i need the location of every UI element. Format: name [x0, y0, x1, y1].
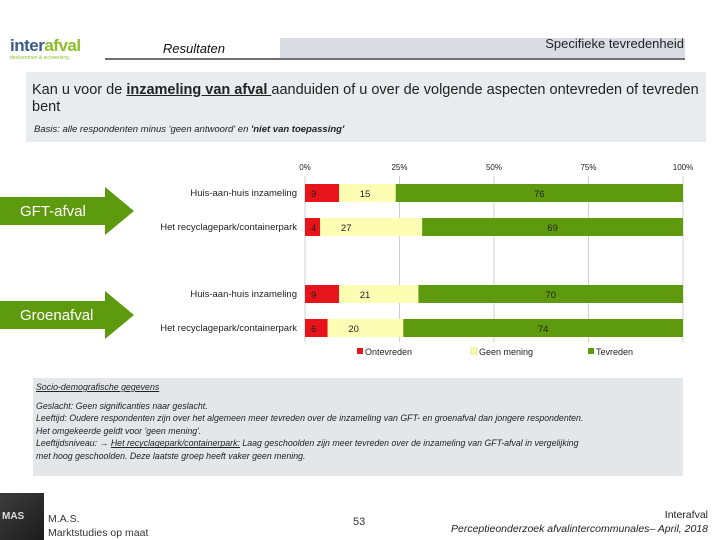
question-text-part: Kan u voor de — [32, 82, 127, 98]
basis-emphasis: 'niet van toepassing' — [251, 124, 345, 135]
stacked-bar-chart: GFT-afval Groenafval 0% 25% 50% 75% 100% 9 15 7… — [0, 163, 693, 357]
company-name: M.A.S. Marktstudies op maat — [48, 512, 148, 540]
category-label: Huis-aan-huis inzameling — [190, 289, 297, 300]
data-label: 21 — [360, 290, 371, 301]
gridlines — [304, 176, 684, 342]
arrow-icon: → — [99, 438, 111, 449]
tick-label: 25% — [391, 163, 407, 172]
data-label: 69 — [547, 223, 558, 234]
tick-label: 75% — [580, 163, 596, 172]
interafval-logo: interafval deelcentrum & ecowerking — [10, 36, 100, 68]
data-label: 9 — [311, 290, 316, 301]
header-divider — [105, 58, 685, 60]
socio-text: Laag geschoolden zijn meer tevreden over… — [239, 438, 579, 449]
tick-label: 100% — [673, 163, 693, 172]
x-axis-ticks: 0% 25% 50% 75% 100% — [299, 163, 693, 172]
legend: Ontevreden Geen mening Tevreden — [357, 347, 633, 357]
data-label: 15 — [360, 189, 371, 200]
legend-label: Tevreden — [596, 347, 633, 357]
bars: 9 15 76 4 27 69 9 21 70 6 20 74 — [305, 184, 683, 337]
data-label: 20 — [348, 324, 359, 335]
bar-segment-ontevreden — [305, 285, 340, 303]
section-label: Resultaten — [162, 41, 225, 56]
page-topic: Specifieke tevredenheid — [545, 36, 684, 51]
group-arrows: GFT-afval Groenafval — [0, 187, 134, 339]
tick-label: 0% — [299, 163, 311, 172]
logo-tagline: deelcentrum & ecowerking — [10, 55, 69, 61]
socio-title: Socio-demografische gegevens — [36, 382, 160, 392]
bar-segment-geen-mening — [320, 218, 423, 236]
legend-swatch — [357, 348, 363, 354]
question-emphasis: inzameling van afval — [126, 82, 272, 98]
question-text: Kan u voor de inzameling van afval aandu… — [32, 82, 700, 116]
socio-line: Het omgekeerde geldt voor 'geen mening'. — [36, 425, 202, 436]
socio-line: Leeftijd: Oudere respondenten zijn over … — [36, 413, 584, 424]
bar-segment-ontevreden — [305, 319, 328, 337]
data-label: 9 — [311, 189, 316, 200]
logo-wordmark-part: inter — [10, 36, 45, 55]
socio-line: Leeftijdsniveau: → Het recyclagepark/con… — [36, 437, 681, 450]
basis-text: Basis: alle respondenten minus 'geen ant… — [34, 124, 251, 135]
report-title: Perceptieonderzoek afvalintercommunales–… — [450, 523, 708, 535]
data-label: 76 — [534, 189, 545, 200]
socio-panel — [33, 378, 683, 476]
socio-demographics: Socio-demografische gegevens Geslacht: G… — [36, 381, 681, 463]
data-label: 70 — [545, 290, 556, 301]
data-label: 4 — [311, 223, 316, 234]
basis-note: Basis: alle respondenten minus 'geen ant… — [34, 124, 344, 135]
bar-segment-ontevreden — [305, 218, 321, 236]
category-label: Huis-aan-huis inzameling — [190, 188, 297, 199]
bar-segment-tevreden — [395, 184, 683, 202]
socio-line: met hoog geschoolden. Deze laatste groep… — [36, 450, 306, 461]
data-label: 27 — [341, 223, 352, 234]
group-arrow-shape — [0, 291, 134, 339]
socio-emphasis: Het recyclagepark/containerpark: — [110, 438, 240, 449]
question-text-part: aanduiden of u over de volgende aspecten… — [32, 82, 699, 115]
page-number: 53 — [353, 516, 366, 528]
data-label: 74 — [538, 324, 549, 335]
bar-segment-geen-mening — [339, 184, 396, 202]
footer-organisation: Interafval Perceptieonderzoek afvalinter… — [451, 508, 708, 536]
company-line: Marktstudies op maat — [48, 527, 149, 539]
org-name: Interafval — [664, 509, 708, 521]
bar-segment-tevreden — [418, 285, 683, 303]
mas-logo: MAS — [0, 493, 44, 540]
socio-line: Geslacht: Geen significanties naar gesla… — [36, 400, 208, 411]
legend-swatch — [470, 347, 478, 355]
bar-segment-geen-mening — [327, 319, 404, 337]
mas-logo-text: MAS — [2, 511, 25, 522]
company-line: M.A.S. — [48, 513, 80, 525]
legend-label: Geen mening — [479, 347, 533, 357]
bar-segment-ontevreden — [305, 184, 340, 202]
category-label: Het recyclagepark/containerpark — [160, 222, 297, 233]
group-arrow-shape — [0, 187, 134, 235]
legend-swatch — [588, 348, 594, 354]
socio-text: Leeftijdsniveau: — [36, 438, 100, 449]
logo-wordmark: interafval — [10, 36, 100, 55]
category-label: Het recyclagepark/containerpark — [160, 323, 297, 334]
category-labels: Huis-aan-huis inzameling Het recyclagepar… — [160, 188, 297, 334]
group-label: Groenafval — [20, 307, 93, 324]
legend-label: Ontevreden — [365, 347, 412, 357]
bar-segment-tevreden — [422, 218, 683, 236]
bar-segment-geen-mening — [339, 285, 419, 303]
question-panel — [26, 72, 706, 142]
group-label: GFT-afval — [20, 203, 86, 220]
bar-segment-tevreden — [403, 319, 683, 337]
data-label: 6 — [311, 324, 316, 335]
section-tab: Resultaten — [105, 38, 280, 58]
logo-wordmark-part: afval — [44, 36, 81, 55]
tick-label: 50% — [486, 163, 502, 172]
